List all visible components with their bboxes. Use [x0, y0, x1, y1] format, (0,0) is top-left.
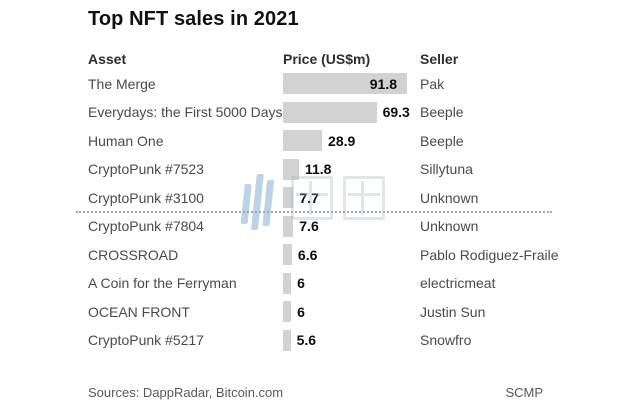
table-row: Human One 28.9 Beeple: [0, 126, 640, 155]
asset-label: Human One: [88, 132, 164, 149]
price-value: 11.8: [304, 161, 332, 177]
asset-label: CryptoPunk #7804: [88, 218, 204, 234]
table-row: CROSSROAD 6.6 Pablo Rodiguez-Fraile: [0, 240, 640, 269]
asset-label: Everydays: the First 5000 Days: [88, 104, 283, 120]
price-value: 6: [297, 303, 305, 320]
asset-label: CryptoPunk #3100: [88, 189, 204, 206]
price-bar: [283, 187, 294, 208]
page-title: Top NFT sales in 2021: [88, 8, 299, 30]
column-header-asset: Asset: [88, 51, 127, 67]
price-value: 6: [297, 275, 305, 291]
credit-text: SCMP: [505, 385, 543, 400]
table-row: A Coin for the Ferryman 6 electricmeat: [0, 269, 640, 298]
price-bar: [283, 244, 292, 265]
price-bar: [283, 301, 292, 322]
seller-label: Snowfro: [420, 332, 472, 348]
asset-label: CryptoPunk #5217: [88, 332, 204, 348]
price-value: 7.6: [299, 218, 319, 234]
table-row: CryptoPunk #5217 5.6 Snowfro: [0, 326, 640, 355]
table-row: CryptoPunk #7804 7.6 Unknown: [0, 212, 640, 241]
price-value: 69.3: [382, 104, 410, 120]
price-value: 7.7: [299, 189, 319, 206]
column-header-seller: Seller: [420, 51, 459, 67]
table-row: CryptoPunk #7523 11.8 Sillytuna: [0, 155, 640, 184]
asset-label: The Merge: [88, 75, 156, 92]
price-bar: [283, 101, 377, 123]
asset-label: A Coin for the Ferryman: [88, 275, 237, 291]
asset-label: OCEAN FRONT: [88, 303, 190, 320]
price-value: 6.6: [297, 246, 318, 263]
price-bar: [283, 158, 299, 180]
table-row: Everydays: the First 5000 Days 69.3 Beeple: [0, 98, 640, 127]
asset-label: CryptoPunk #7523: [88, 161, 204, 177]
table-row: OCEAN FRONT 6 Justin Sun: [0, 297, 640, 326]
table-row: The Merge 91.8 Pak: [0, 69, 640, 98]
column-header-price: Price (US$m): [283, 51, 371, 67]
price-bar: [283, 73, 407, 94]
price-value: 91.8: [369, 75, 397, 92]
sources-text: Sources: DappRadar, Bitcoin.com: [88, 385, 284, 400]
seller-label: electricmeat: [420, 275, 496, 291]
seller-label: Beeple: [420, 132, 464, 149]
table-row: CryptoPunk #3100 7.7 Unknown: [0, 183, 640, 212]
price-bar: [283, 215, 294, 237]
seller-label: Pak: [420, 75, 445, 92]
asset-label: CROSSROAD: [88, 246, 179, 263]
seller-label: Pablo Rodiguez-Fraile: [420, 246, 559, 263]
price-value: 5.6: [296, 332, 317, 348]
seller-label: Unknown: [420, 218, 479, 234]
seller-label: Sillytuna: [420, 161, 473, 177]
price-bar: [283, 272, 292, 294]
price-bar: [283, 329, 291, 351]
seller-label: Unknown: [420, 189, 479, 206]
seller-label: Justin Sun: [420, 303, 486, 320]
column-headers: Asset Price (US$m) Seller: [0, 51, 640, 69]
dotted-separator-line: [76, 211, 552, 213]
price-value: 28.9: [328, 132, 356, 149]
footer: Sources: DappRadar, Bitcoin.com SCMP: [0, 385, 640, 403]
price-bar: [283, 130, 322, 151]
seller-label: Beeple: [420, 104, 464, 120]
